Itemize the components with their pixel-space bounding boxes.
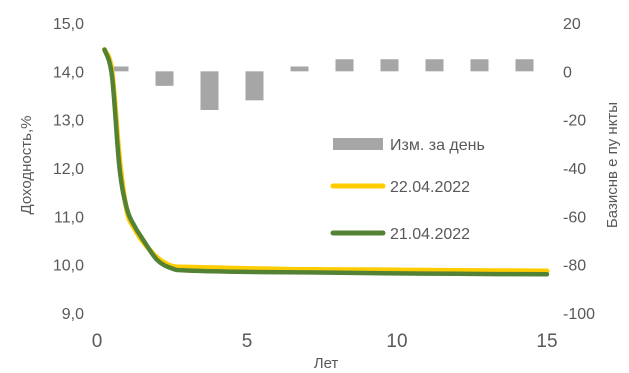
legend: Изм. за день 22.04.2022 21.04.2022: [330, 137, 485, 243]
daily-change-bar: [110, 66, 129, 72]
x-tick-label: 10: [386, 331, 407, 352]
y-axis-left-title: Доходность,%: [18, 116, 35, 215]
daily-change-bar: [425, 59, 444, 72]
plot-area: [102, 47, 550, 277]
y-right-tick-label: -40: [563, 161, 586, 178]
y-left-tick-label: 12,0: [53, 161, 84, 178]
legend-label-22-04-2022: 22.04.2022: [390, 179, 470, 196]
series-line-21-04-2022: [102, 47, 550, 277]
daily-change-bar: [245, 71, 264, 101]
y-right-tick-label: 0: [563, 64, 572, 81]
y-left-tick-label: 10,0: [53, 258, 84, 275]
x-tick-label: 5: [242, 331, 253, 352]
legend-label-21-04-2022: 21.04.2022: [390, 226, 470, 243]
x-axis-title: Лет: [314, 355, 339, 372]
daily-change-bar: [470, 59, 489, 72]
right-axis-ticks: 20 0 -20 -40 -60 -80 -100: [563, 16, 595, 323]
x-axis-ticks: 0 5 10 15: [92, 331, 558, 352]
daily-change-bar: [335, 59, 354, 72]
y-right-tick-label: -60: [563, 209, 586, 226]
y-left-tick-label: 15,0: [53, 16, 84, 33]
daily-change-bar: [155, 71, 174, 86]
x-tick-label: 15: [536, 331, 557, 352]
x-tick-label: 0: [92, 331, 103, 352]
daily-change-bar: [380, 59, 399, 72]
y-right-tick-label: -80: [563, 258, 586, 275]
y-left-tick-label: 13,0: [53, 113, 84, 130]
y-left-tick-label: 11,0: [54, 209, 84, 226]
legend-label-daily-change: Изм. за день: [390, 137, 485, 154]
y-axis-right-title: Базиснв е пу нкты: [604, 102, 621, 228]
left-axis-ticks: 15,0 14,0 13,0 12,0 11,0 10,0 9,0: [53, 16, 84, 323]
y-right-tick-label: 20: [563, 16, 581, 33]
y-left-tick-label: 14,0: [53, 64, 84, 81]
daily-change-bar: [200, 71, 219, 110]
y-right-tick-label: -20: [563, 113, 586, 130]
daily-change-bar: [515, 59, 534, 72]
legend-swatch-daily-change: [333, 138, 383, 150]
daily-change-bar: [290, 66, 309, 72]
y-right-tick-label: -100: [563, 306, 595, 323]
y-left-tick-label: 9,0: [62, 306, 84, 323]
